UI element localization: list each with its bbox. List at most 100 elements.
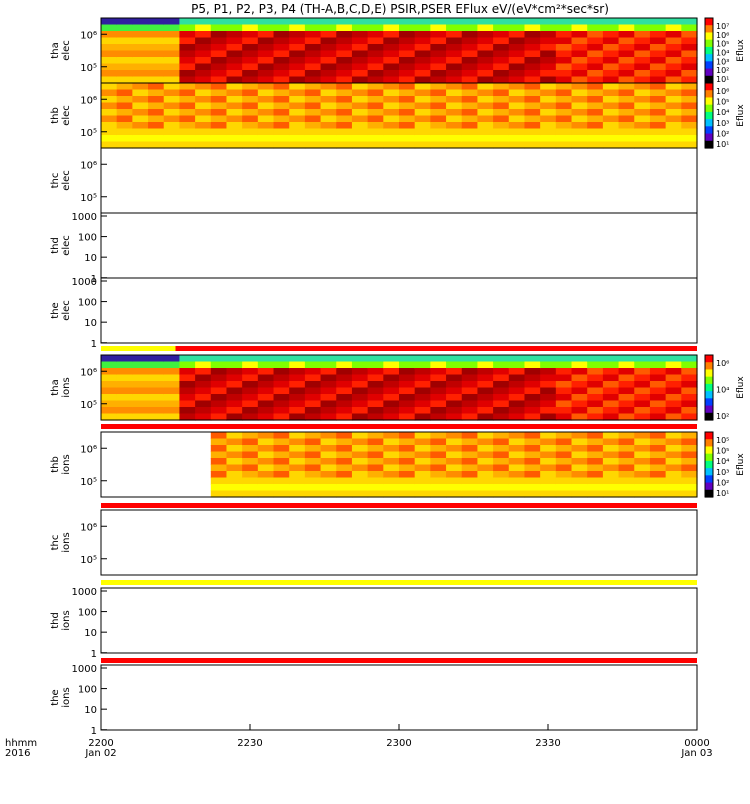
y-tick-label: 10⁶ <box>80 160 97 171</box>
y-tick-label: 10⁵ <box>80 400 97 411</box>
heatmap-cell <box>430 464 447 472</box>
heatmap-cell <box>602 76 620 84</box>
heatmap-cell <box>665 400 682 408</box>
heatmap-cell <box>336 368 353 376</box>
heatmap-cell <box>634 381 651 389</box>
heatmap-cell <box>602 490 620 498</box>
heatmap-cell <box>226 44 243 52</box>
heatmap-cell <box>571 471 588 479</box>
heatmap-cell <box>273 381 290 389</box>
heatmap-cell <box>320 83 337 91</box>
y-tick-label: 10⁵ <box>80 128 97 139</box>
heatmap-cell <box>399 355 416 363</box>
heatmap-cell <box>681 44 698 52</box>
heatmap-cell <box>304 37 322 45</box>
heatmap-cell <box>461 122 479 130</box>
heatmap-cell <box>273 490 290 498</box>
heatmap-cell <box>242 432 259 440</box>
heatmap-cell <box>555 128 573 136</box>
heatmap-cell <box>179 18 196 26</box>
heatmap-cell <box>383 387 400 395</box>
heatmap-cell <box>163 381 181 389</box>
heatmap-cell <box>649 89 667 97</box>
heatmap-cell <box>508 355 526 363</box>
heatmap-cell <box>257 407 275 415</box>
heatmap-cell <box>524 400 541 408</box>
colorbar-label: Eflux <box>736 376 746 399</box>
heatmap-cell <box>273 451 290 459</box>
heatmap-cell <box>210 387 228 395</box>
heatmap-cell <box>273 445 290 453</box>
heatmap-cell <box>242 141 259 149</box>
heatmap-cell <box>116 37 133 45</box>
heatmap-cell <box>446 141 463 149</box>
heatmap-cell <box>649 109 667 117</box>
heatmap-cell <box>226 490 243 498</box>
heatmap-cell <box>257 44 275 52</box>
heatmap-cell <box>226 387 243 395</box>
colorbar-tick-label: 10⁶ <box>716 31 729 40</box>
heatmap-cell <box>195 381 212 389</box>
heatmap-cell <box>304 413 322 421</box>
colorbar-swatch <box>705 111 713 120</box>
heatmap-cell <box>508 432 526 440</box>
heatmap-cell <box>540 361 557 369</box>
flag-bars <box>101 346 697 663</box>
heatmap-cell <box>649 484 667 492</box>
heatmap-cell <box>571 76 588 84</box>
heatmap-cell <box>665 381 682 389</box>
heatmap-cell <box>148 361 165 369</box>
heatmap-cell <box>226 63 243 71</box>
heatmap-cell <box>195 374 212 382</box>
heatmap-cell <box>399 471 416 479</box>
heatmap-cell <box>210 83 228 91</box>
heatmap-cell <box>210 57 228 65</box>
heatmap-cell <box>681 484 698 492</box>
heatmap-cell <box>336 432 353 440</box>
heatmap-cell <box>116 361 133 369</box>
colorbar-tick-label: 10¹ <box>716 75 729 84</box>
heatmap-cell <box>524 141 541 149</box>
colorbar-frame <box>704 354 714 421</box>
heatmap-cell <box>571 451 588 459</box>
heatmap-cell <box>555 44 573 52</box>
heatmap-cell <box>681 432 698 440</box>
heatmap-cell <box>289 83 306 91</box>
heatmap-cell <box>493 141 510 149</box>
heatmap-cell <box>618 76 635 84</box>
heatmap-cell <box>555 122 573 130</box>
heatmap-cell <box>430 374 447 382</box>
heatmap-cell <box>195 355 212 363</box>
heatmap-cell <box>383 135 400 143</box>
heatmap-cell <box>179 83 196 91</box>
heatmap-cell <box>540 102 557 110</box>
heatmap-cell <box>618 432 635 440</box>
heatmap-cell <box>461 413 479 421</box>
heatmap-cell <box>665 122 682 130</box>
heatmap-cell <box>179 31 196 39</box>
heatmap-cell <box>399 361 416 369</box>
heatmap-cell <box>304 57 322 65</box>
heatmap-cell <box>148 102 165 110</box>
x-tick-label: 2330 <box>535 738 560 749</box>
heatmap-cell <box>681 438 698 446</box>
heatmap-cell <box>116 70 133 78</box>
heatmap-cell <box>634 44 651 52</box>
heatmap-cell <box>461 464 479 472</box>
heatmap-cell <box>649 115 667 123</box>
heatmap-cell <box>414 490 431 498</box>
heatmap-cell <box>540 76 557 84</box>
heatmap-cell <box>618 477 635 485</box>
colorbar-tick-label: 10⁴ <box>716 49 729 58</box>
heatmap-cell <box>101 37 118 45</box>
heatmap-cell <box>399 18 416 26</box>
heatmap-cell <box>414 115 431 123</box>
heatmap-cell <box>477 31 494 39</box>
heatmap-cell <box>148 387 165 395</box>
heatmap-cell <box>555 18 573 26</box>
heatmap-cell <box>555 471 573 479</box>
heatmap-cell <box>555 445 573 453</box>
heatmap-cell <box>571 57 588 65</box>
heatmap-cell <box>101 102 118 110</box>
